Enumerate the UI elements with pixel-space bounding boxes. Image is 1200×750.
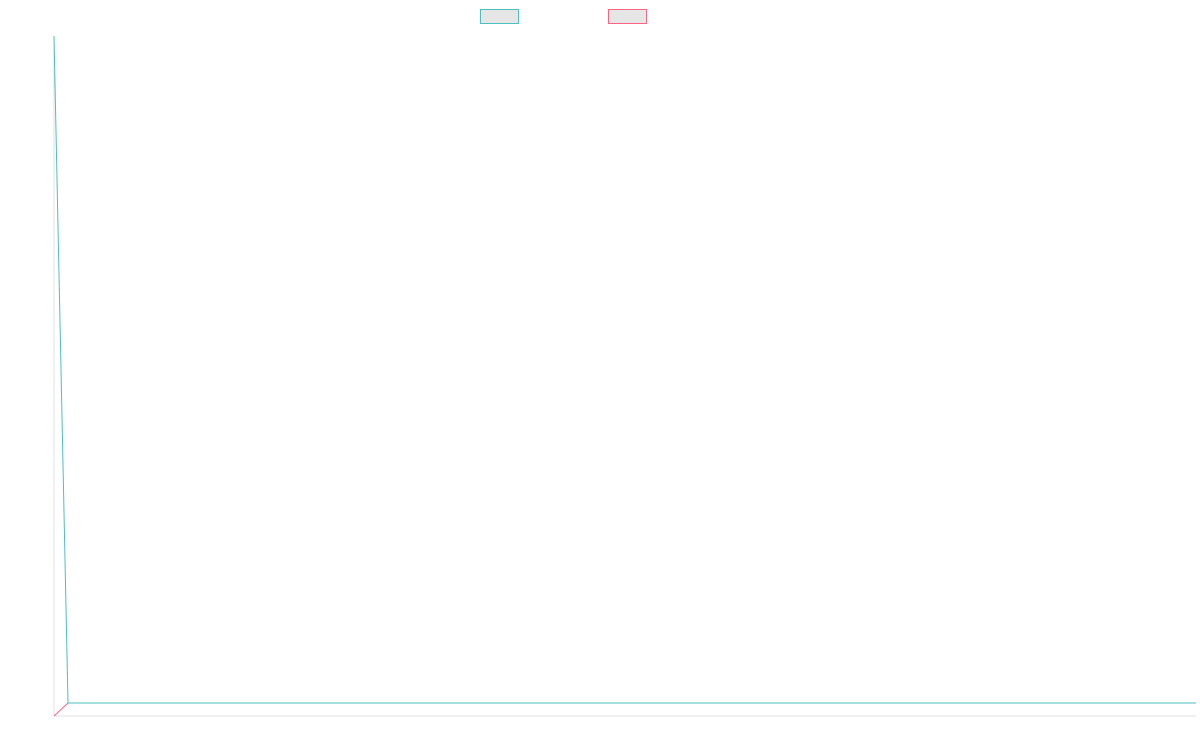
legend-item-series-1[interactable] bbox=[480, 9, 525, 24]
series-line-1 bbox=[53, 35, 1196, 704]
series-line-2 bbox=[53, 702, 69, 717]
legend-swatch-series-2 bbox=[608, 9, 647, 24]
legend-item-series-2[interactable] bbox=[608, 9, 653, 24]
legend-swatch-series-1 bbox=[480, 9, 519, 24]
chart-legend bbox=[480, 9, 653, 24]
